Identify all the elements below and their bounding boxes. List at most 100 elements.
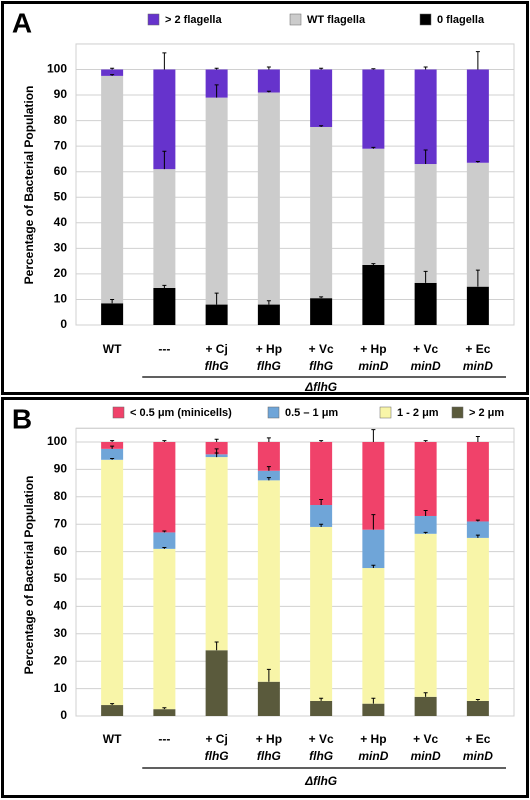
y-tick-label: 40 <box>54 599 68 613</box>
bar-segment <box>101 448 124 460</box>
legend-label: < 0.5 μm (minicells) <box>130 407 232 419</box>
y-tick-label: 0 <box>60 708 67 722</box>
x-tick-label: + Vc <box>413 732 438 746</box>
error-bar <box>266 668 271 682</box>
legend-swatch <box>267 406 280 419</box>
bar-segment <box>257 69 280 93</box>
bar-segment <box>310 442 333 506</box>
error-bar <box>110 703 115 706</box>
error-bar <box>162 707 167 710</box>
group-label: ΔflhG <box>304 774 337 788</box>
error-bar <box>214 438 219 442</box>
x-tick-sublabel: flhG <box>205 359 229 373</box>
error-bar <box>319 440 324 442</box>
error-bar <box>371 429 376 442</box>
bar-segment <box>101 705 124 716</box>
legend-label: WT flagella <box>307 14 366 26</box>
x-tick-sublabel: flhG <box>205 749 229 763</box>
x-tick-label: + Vc <box>413 342 438 356</box>
error-bar <box>475 519 480 522</box>
x-tick-sublabel: flhG <box>257 749 281 763</box>
bar-segment <box>257 681 280 716</box>
bar-segment <box>205 304 228 325</box>
error-bar <box>423 270 428 283</box>
error-bar <box>423 66 428 70</box>
bar-segment <box>205 69 228 98</box>
x-tick-label: + Hp <box>256 732 282 746</box>
y-tick-label: 20 <box>54 653 68 667</box>
bar-segment <box>257 304 280 325</box>
bar-segment <box>414 164 437 283</box>
legend-swatch <box>289 13 302 26</box>
error-bar <box>475 51 480 70</box>
error-bar <box>162 546 167 549</box>
y-tick-label: 80 <box>54 489 68 503</box>
error-bar <box>423 510 428 516</box>
y-tick-label: 10 <box>54 681 68 695</box>
x-tick-label: + Vc <box>309 732 334 746</box>
y-tick-label: 50 <box>54 189 68 203</box>
bar-segment <box>414 282 437 325</box>
legend-swatch <box>112 406 125 419</box>
error-bar <box>214 67 219 70</box>
bar-segment <box>310 526 333 701</box>
x-tick-sublabel: minD <box>358 749 388 763</box>
bar-segment <box>414 515 437 534</box>
x-tick-sublabel: minD <box>463 749 493 763</box>
bar-segment <box>153 287 176 325</box>
plot-frame <box>75 43 515 326</box>
x-tick-label: + Hp <box>256 342 282 356</box>
error-bar <box>266 477 271 481</box>
error-bar <box>266 437 271 442</box>
bar-segment <box>310 126 333 299</box>
x-tick-label: + Hp <box>360 342 386 356</box>
x-tick-label: + Hp <box>360 732 386 746</box>
x-tick-label: + Cj <box>205 342 227 356</box>
error-bar <box>371 564 376 569</box>
error-bar <box>319 523 324 527</box>
bar-segment <box>205 650 228 716</box>
bar-segment <box>362 148 385 265</box>
bar-segment <box>466 286 489 325</box>
bar-segment <box>362 568 385 704</box>
x-tick-label: + Ec <box>465 732 490 746</box>
x-tick-sublabel: flhG <box>309 749 333 763</box>
bar-segment <box>414 696 437 716</box>
y-tick-label: 40 <box>54 215 68 229</box>
error-bar <box>371 697 376 704</box>
bar-segment <box>362 264 385 325</box>
bar-segment <box>205 97 228 305</box>
bar-segment <box>466 521 489 538</box>
error-bar <box>266 90 271 93</box>
error-bar <box>475 269 480 287</box>
bar-segment <box>310 505 333 527</box>
bar-segment <box>257 442 280 471</box>
legend-label: > 2 flagella <box>165 14 222 26</box>
legend-label: 1 - 2 μm <box>397 407 439 419</box>
error-bar <box>371 514 376 530</box>
y-tick-label: 70 <box>54 138 68 152</box>
y-tick-label: 0 <box>60 317 67 331</box>
bar-segment <box>153 532 176 549</box>
x-tick-label: --- <box>158 732 170 746</box>
x-tick-sublabel: minD <box>358 359 388 373</box>
y-axis-title: Percentage of Bacterial Population <box>22 476 36 675</box>
error-bar <box>423 531 428 534</box>
bar-segment <box>153 442 176 533</box>
bar-segment <box>362 703 385 716</box>
error-bar <box>475 436 480 442</box>
bar-segment <box>153 709 176 716</box>
error-bar <box>371 68 376 70</box>
panel-label: B <box>12 403 32 434</box>
legend-label: 0 flagella <box>437 14 485 26</box>
panel-label: A <box>12 7 32 38</box>
bar-segment <box>466 537 489 701</box>
error-bar <box>110 67 115 70</box>
bar-segment <box>466 442 489 522</box>
bar-segment <box>310 298 333 325</box>
bar-segment <box>362 529 385 569</box>
error-bar <box>162 284 167 288</box>
bar-segment <box>153 548 176 710</box>
error-bar <box>475 160 480 163</box>
